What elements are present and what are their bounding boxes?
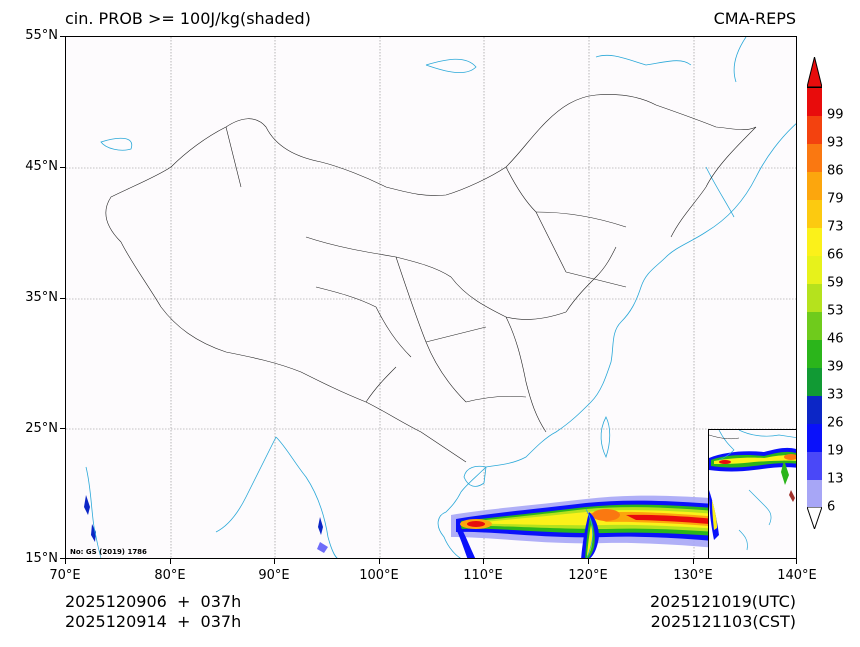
colorbar-segment (807, 255, 822, 284)
colorbar-label: 66 (827, 247, 844, 263)
y-tick (60, 36, 65, 37)
colorbar-label: 46 (827, 331, 844, 347)
colorbar-segment (807, 339, 822, 368)
colorbar-body (807, 87, 822, 508)
map-canvas (66, 37, 796, 558)
colorbar-segment (807, 199, 822, 228)
x-tick-label-140e: 140°E (777, 568, 817, 583)
x-tick-label-80e: 80°E (154, 568, 186, 583)
colorbar-label: 26 (827, 415, 844, 431)
init-time-utc: 2025120906 + 037h (65, 592, 242, 611)
y-tick-label-55n: 55°N (25, 28, 58, 43)
x-tick-label-110e: 110°E (463, 568, 503, 583)
y-tick-label-45n: 45°N (25, 159, 58, 174)
colorbar-label: 33 (827, 387, 844, 403)
y-tick-label-35n: 35°N (25, 290, 58, 305)
coastline (85, 37, 796, 558)
colorbar-label: 86 (827, 163, 844, 179)
y-tick (60, 167, 65, 168)
colorbar-segment (807, 115, 822, 144)
init-time-cst: 2025120914 + 037h (65, 612, 242, 631)
colorbar-segment (807, 171, 822, 200)
colorbar-label: 99 (827, 107, 844, 123)
x-tick-label-100e: 100°E (359, 568, 399, 583)
gridlines (66, 37, 796, 558)
admin-borders (105, 94, 757, 463)
x-tick-label-120e: 120°E (568, 568, 608, 583)
x-tick (796, 559, 797, 564)
valid-time-utc: 2025121019(UTC) (650, 592, 796, 611)
colorbar-segment (807, 87, 822, 116)
south-china-sea-inset (708, 429, 796, 558)
x-tick-label-70e: 70°E (49, 568, 81, 583)
x-tick (170, 559, 171, 564)
y-tick (60, 558, 65, 559)
y-tick-label-15n: 15°N (25, 551, 58, 566)
valid-time-cst: 2025121103(CST) (650, 612, 796, 631)
map-approval-number: No: GS (2019) 1786 (70, 548, 147, 556)
y-tick-label-25n: 25°N (25, 421, 58, 436)
colorbar-segment (807, 367, 822, 396)
colorbar-label: 19 (827, 443, 844, 459)
colorbar-label: 6 (827, 499, 836, 515)
x-tick-label-130e: 130°E (673, 568, 713, 583)
colorbar-label: 39 (827, 359, 844, 375)
x-tick (274, 559, 275, 564)
colorbar-label: 59 (827, 275, 844, 291)
colorbar-segment (807, 423, 822, 452)
colorbar-over-arrow (807, 57, 822, 87)
colorbar-label: 73 (827, 219, 844, 235)
x-tick (379, 559, 380, 564)
x-tick (693, 559, 694, 564)
map-plot-area[interactable]: No: GS (2019) 1786 (65, 36, 797, 559)
colorbar-label: 93 (827, 135, 844, 151)
colorbar-segment (807, 479, 822, 508)
y-tick (60, 298, 65, 299)
colorbar-segment (807, 227, 822, 256)
colorbar-segment (807, 451, 822, 480)
init-time-block: 2025120906 + 037h 2025120914 + 037h (65, 592, 241, 632)
x-tick (483, 559, 484, 564)
colorbar-label: 53 (827, 303, 844, 319)
colorbar-segment (807, 311, 822, 340)
valid-time-block: 2025121019(UTC) 2025121103(CST) (650, 592, 796, 632)
colorbar-label: 79 (827, 191, 844, 207)
colorbar-label: 13 (827, 471, 844, 487)
x-tick (588, 559, 589, 564)
model-name: CMA-REPS (713, 9, 796, 28)
probability-shading (84, 495, 796, 558)
x-tick-label-90e: 90°E (258, 568, 290, 583)
colorbar-under-arrow (807, 507, 822, 529)
colorbar-segment (807, 395, 822, 424)
colorbar-segment (807, 143, 822, 172)
chart-title: cin. PROB >= 100J/kg(shaded) (65, 9, 311, 28)
x-tick (65, 559, 66, 564)
colorbar-segment (807, 283, 822, 312)
y-tick (60, 428, 65, 429)
